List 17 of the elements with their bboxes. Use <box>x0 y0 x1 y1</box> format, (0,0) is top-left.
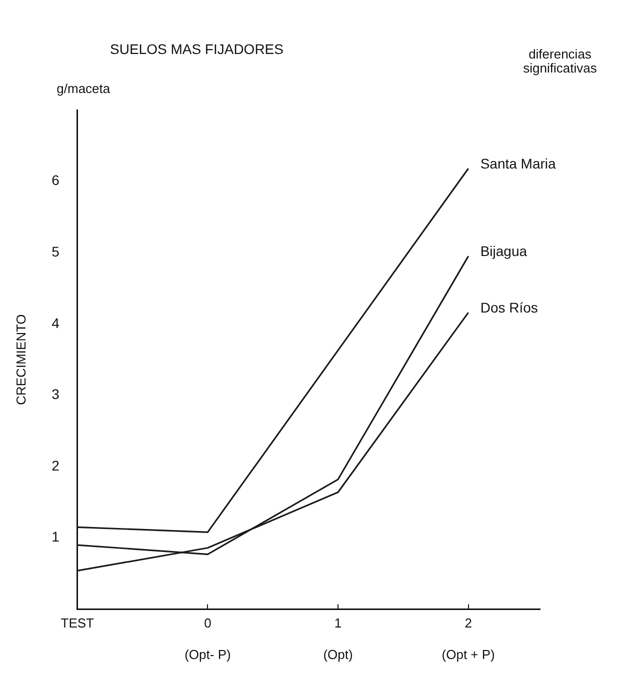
x-tick-label: TEST <box>60 616 94 631</box>
series-label: Bijagua <box>480 243 528 260</box>
y-tick-label: 3 <box>52 386 60 402</box>
text: g/maceta <box>56 81 111 96</box>
y-tick-label: 2 <box>52 457 60 474</box>
y-axis-title: CRECIMIENTO <box>13 314 28 405</box>
series-label: Santa Maria <box>480 155 556 172</box>
text: diferencias significativas <box>523 46 598 76</box>
chart-title: SUELOS MAS FIJADORES <box>110 40 284 57</box>
y-tick-label: 1 <box>52 528 60 545</box>
series-label: Dos Ríos <box>480 299 538 316</box>
y-tick-label: 6 <box>52 172 60 188</box>
category-label: 1 (Opt) <box>323 616 353 662</box>
category-label: 0 (Opt- P) <box>184 616 231 662</box>
y-tick-label: 4 <box>52 314 60 331</box>
category-label: 2 (Opt + P) <box>442 616 495 662</box>
y-tick-label: 5 <box>52 243 60 260</box>
